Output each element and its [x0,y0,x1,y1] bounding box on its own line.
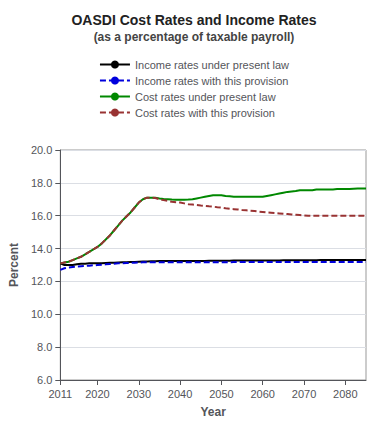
svg-text:Year: Year [200,405,226,419]
svg-text:10.0: 10.0 [31,308,52,320]
svg-text:2040: 2040 [168,388,192,400]
svg-text:2070: 2070 [292,388,316,400]
svg-text:16.0: 16.0 [31,210,52,222]
svg-text:2080: 2080 [333,388,357,400]
svg-text:2011: 2011 [48,388,72,400]
svg-text:Income rates with this provisi: Income rates with this provision [135,75,288,87]
svg-text:2050: 2050 [209,388,233,400]
svg-text:Percent: Percent [7,243,21,287]
svg-text:14.0: 14.0 [31,243,52,255]
svg-text:OASDI Cost Rates and Income Ra: OASDI Cost Rates and Income Rates [71,12,316,28]
svg-text:2030: 2030 [127,388,151,400]
svg-text:2060: 2060 [250,388,274,400]
svg-text:18.0: 18.0 [31,177,52,189]
svg-text:20.0: 20.0 [31,144,52,156]
svg-text:Income rates under present law: Income rates under present law [135,59,289,71]
svg-text:8.0: 8.0 [37,341,52,353]
svg-text:(as a percentage of taxable pa: (as a percentage of taxable payroll) [94,30,295,44]
svg-text:Cost rates under present law: Cost rates under present law [135,91,276,103]
svg-text:Cost rates with this provision: Cost rates with this provision [135,107,275,119]
svg-text:6.0: 6.0 [37,374,52,386]
svg-text:12.0: 12.0 [31,275,52,287]
svg-text:2020: 2020 [85,388,109,400]
